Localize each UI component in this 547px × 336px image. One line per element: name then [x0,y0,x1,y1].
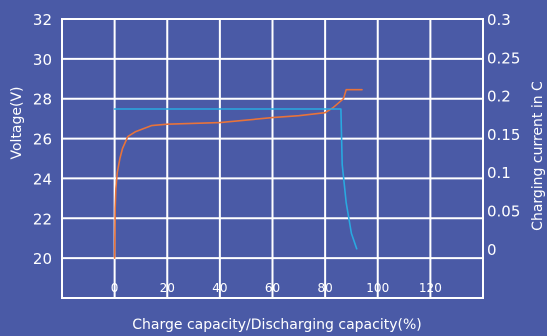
left-tick-label: 32 [33,11,52,29]
left-tick-label: 30 [33,51,52,69]
right-tick-label: 0.25 [487,49,520,67]
x-tick-label: 0 [111,281,119,295]
right-tick-label: 0 [487,241,497,259]
left-tick-label: 20 [33,250,52,268]
right-axis-label: Charging current in C [530,81,546,231]
left-tick-label: 28 [33,91,52,109]
x-tick-label: 20 [160,281,175,295]
x-tick-label: 40 [212,281,227,295]
right-tick-label: 0.2 [487,88,511,106]
right-tick-label: 0.05 [487,202,520,220]
right-tick-label: 0.1 [487,164,511,182]
right-tick-label: 0.15 [487,126,520,144]
left-axis-label: Voltage(V) [9,86,25,159]
left-tick-label: 22 [33,210,52,228]
left-tick-label: 26 [33,131,52,149]
x-tick-label: 120 [419,281,442,295]
right-tick-label: 0.3 [487,11,511,29]
x-tick-label: 100 [366,281,389,295]
left-tick-label: 24 [33,170,52,188]
x-tick-label: 60 [265,281,280,295]
x-tick-label: 80 [317,281,332,295]
x-axis-label: Charge capacity/Discharging capacity(%) [132,317,421,333]
